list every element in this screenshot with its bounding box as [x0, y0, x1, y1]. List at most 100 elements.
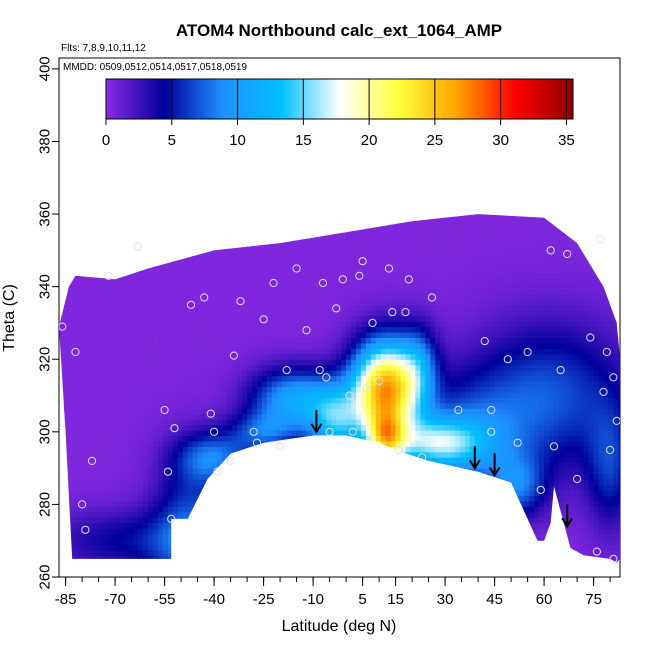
heat-cell — [375, 277, 382, 284]
heat-cell — [162, 386, 169, 393]
heat-cell — [400, 315, 407, 322]
heat-cell — [182, 413, 189, 420]
heat-cell — [395, 544, 402, 551]
heat-cell — [68, 489, 75, 496]
heat-cell — [128, 419, 134, 426]
heat-cell — [98, 348, 105, 355]
heat-cell — [212, 283, 218, 289]
heat-cell — [73, 555, 80, 562]
heat-cell — [177, 451, 184, 458]
heat-cell — [415, 391, 421, 398]
heat-cell — [78, 479, 85, 485]
heat-cell — [227, 321, 233, 328]
heat-cell — [167, 283, 174, 289]
heat-cell — [128, 468, 134, 475]
heat-cell — [73, 375, 80, 382]
heat-cell — [68, 375, 75, 382]
heat-cell — [356, 326, 362, 333]
heat-cell — [123, 207, 129, 213]
heat-cell — [232, 326, 238, 333]
heat-cell — [247, 277, 253, 284]
heat-cell — [296, 293, 303, 300]
heat-cell — [98, 228, 105, 235]
heat-cell — [98, 538, 105, 545]
heat-cell — [237, 500, 243, 507]
heat-cell — [227, 315, 233, 322]
heat-cell — [266, 408, 273, 415]
heat-cell — [88, 457, 95, 464]
heat-cell — [177, 446, 184, 453]
heat-cell — [351, 500, 357, 507]
heat-cell — [59, 250, 65, 257]
heat-cell — [212, 451, 218, 458]
heat-cell — [321, 544, 327, 551]
heat-cell — [331, 457, 337, 464]
heat-cell — [420, 424, 426, 431]
heat-cell — [187, 342, 194, 349]
heat-cell — [167, 244, 174, 251]
heat-cell — [321, 549, 327, 556]
heat-cell — [59, 440, 65, 447]
heat-cell — [341, 511, 347, 518]
heat-cell — [217, 555, 223, 562]
heat-cell — [148, 315, 154, 322]
heat-cell — [356, 255, 362, 262]
heat-cell — [167, 261, 174, 268]
heat-cell — [143, 468, 149, 475]
heat-cell — [311, 446, 317, 453]
heat-cell — [415, 462, 421, 469]
heat-cell — [138, 234, 144, 240]
heat-cell — [108, 560, 115, 563]
heat-cell — [261, 435, 268, 442]
heat-cell — [192, 250, 199, 257]
heat-cell — [271, 424, 278, 431]
heat-cell — [336, 364, 342, 371]
heat-cell — [271, 560, 278, 563]
heat-cell — [311, 348, 317, 355]
heat-cell — [108, 342, 115, 349]
heat-cell — [405, 413, 411, 420]
heat-cell — [400, 283, 407, 289]
heat-cell — [405, 544, 411, 551]
heat-cell — [187, 440, 194, 447]
heat-cell — [286, 528, 293, 534]
heat-cell — [113, 342, 120, 349]
heat-cell — [296, 288, 303, 295]
heat-cell — [212, 397, 218, 404]
heat-cell — [261, 223, 268, 230]
heat-cell — [385, 544, 392, 551]
heat-cell — [103, 435, 110, 442]
heat-cell — [167, 495, 174, 502]
heat-cell — [395, 391, 402, 398]
heat-cell — [78, 424, 85, 431]
heat-cell — [108, 397, 115, 404]
heat-cell — [64, 555, 70, 562]
heat-cell — [346, 381, 352, 387]
heat-cell — [385, 386, 392, 393]
heat-cell — [370, 430, 377, 436]
heat-cell — [103, 315, 110, 322]
heat-cell — [108, 239, 115, 246]
heat-cell — [365, 261, 372, 268]
heat-cell — [113, 310, 120, 317]
heat-cell — [197, 473, 204, 480]
heat-cell — [410, 272, 416, 279]
heat-cell — [312, 207, 318, 213]
heat-cell — [415, 310, 421, 317]
heat-cell — [336, 250, 342, 257]
heat-cell — [197, 255, 204, 262]
heat-cell — [306, 473, 313, 480]
heat-cell — [103, 462, 110, 469]
heat-cell — [182, 304, 189, 311]
heat-cell — [276, 277, 283, 284]
heat-cell — [266, 283, 273, 289]
heat-cell — [94, 207, 100, 213]
heat-cell — [167, 375, 174, 382]
heat-cell — [73, 326, 80, 333]
heat-cell — [222, 566, 228, 572]
heat-cell — [158, 337, 164, 344]
heat-cell — [177, 402, 184, 409]
heat-cell — [252, 223, 258, 230]
heat-cell — [103, 397, 110, 404]
heat-cell — [360, 424, 367, 431]
